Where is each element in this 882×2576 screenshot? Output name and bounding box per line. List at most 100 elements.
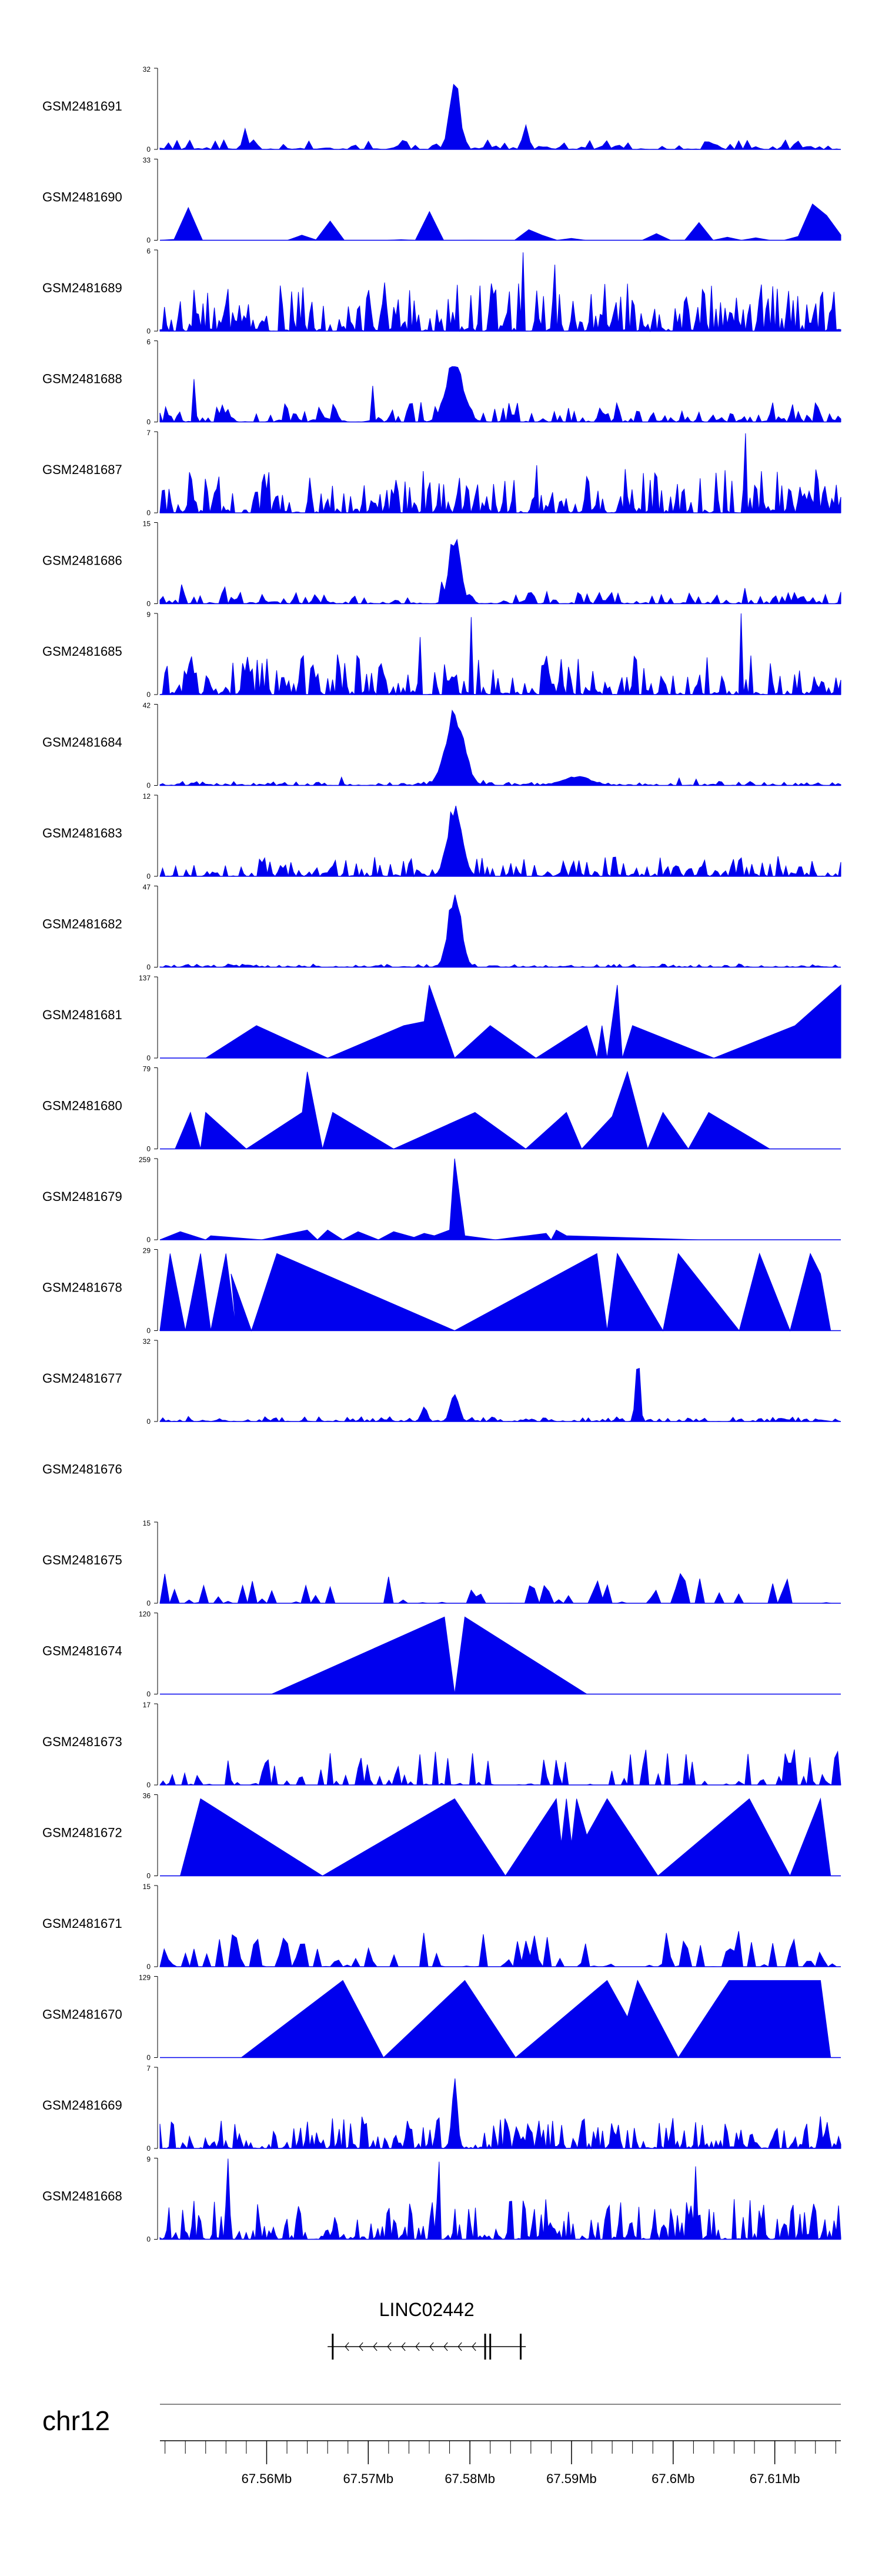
y-min-label: 0: [146, 1145, 151, 1153]
track-GSM2481691: GSM2481691 32 0: [42, 65, 841, 154]
y-max-label: 17: [143, 1701, 151, 1709]
signal-area: [159, 1252, 831, 1332]
y-max-label: 32: [143, 65, 151, 74]
y-max-label: 9: [146, 610, 151, 619]
y-max-label: 6: [146, 247, 151, 255]
track-label: GSM2481673: [42, 1734, 122, 1749]
signal-area: [159, 252, 841, 332]
tick-label: 67.57Mb: [343, 2471, 394, 2486]
y-min-label: 0: [146, 1690, 151, 1699]
y-max-label: 29: [143, 1247, 151, 1255]
track-GSM2481671: GSM2481671 15 0: [42, 1883, 841, 1971]
signal-area: [159, 538, 841, 605]
y-max-label: 15: [143, 520, 151, 528]
y-min-label: 0: [146, 509, 151, 517]
track-GSM2481685: GSM2481685 9 0: [42, 610, 841, 699]
signal-area: [159, 1749, 841, 1786]
signal-area: [159, 1367, 841, 1422]
signal-area: [240, 1980, 831, 2058]
y-max-label: 137: [139, 974, 151, 982]
y-max-label: 15: [143, 1519, 151, 1527]
y-min-label: 0: [146, 872, 151, 880]
track-label: GSM2481682: [42, 917, 122, 932]
signal-area: [159, 805, 841, 877]
track-GSM2481669: GSM2481669 7 0: [42, 2064, 841, 2153]
signal-area: [271, 1616, 588, 1694]
strand-arrow: [457, 2342, 462, 2351]
track-GSM2481689: GSM2481689 6 0: [42, 247, 841, 335]
track-label: GSM2481685: [42, 644, 122, 659]
track-label: GSM2481677: [42, 1371, 122, 1386]
y-min-label: 0: [146, 1236, 151, 1244]
signal-area: [179, 1797, 831, 1877]
y-min-label: 0: [146, 1781, 151, 1789]
track-label: GSM2481670: [42, 2007, 122, 2022]
track-GSM2481687: GSM2481687 7 0: [42, 429, 841, 517]
track-label: GSM2481690: [42, 190, 122, 205]
y-max-label: 9: [146, 2155, 151, 2164]
strand-arrow: [373, 2342, 377, 2351]
signal-area: [175, 1070, 771, 1150]
y-max-label: 47: [143, 883, 151, 892]
track-GSM2481673: GSM2481673 17 0: [42, 1701, 841, 1789]
signal-area: [205, 984, 841, 1059]
y-min-label: 0: [146, 145, 151, 154]
signal-area: [159, 1158, 699, 1240]
signal-area: [159, 203, 841, 241]
strand-arrow: [387, 2342, 392, 2351]
signal-area: [159, 2078, 841, 2150]
signal-area: [159, 613, 841, 696]
signal-area: [159, 1573, 841, 1604]
track-GSM2481675: GSM2481675 15 0: [42, 1519, 841, 1607]
track-label: GSM2481689: [42, 281, 122, 295]
strand-arrow: [443, 2342, 448, 2351]
track-GSM2481668: GSM2481668 9 0: [42, 2155, 841, 2244]
y-min-label: 0: [146, 1599, 151, 1607]
y-min-label: 0: [146, 1963, 151, 1971]
track-GSM2481678: GSM2481678 29 0: [42, 1247, 841, 1335]
signal-area: [159, 895, 841, 968]
strand-arrow: [345, 2342, 349, 2351]
signal-area: [159, 2158, 841, 2241]
y-max-label: 129: [139, 1974, 151, 1982]
strand-arrow: [429, 2342, 434, 2351]
y-max-label: 6: [146, 338, 151, 346]
track-label: GSM2481680: [42, 1099, 122, 1113]
track-label: GSM2481681: [42, 1007, 122, 1022]
signal-area: [159, 366, 841, 423]
track-GSM2481674: GSM2481674 120 0: [42, 1610, 841, 1699]
y-min-label: 0: [146, 1417, 151, 1426]
track-GSM2481684: GSM2481684 42 0: [42, 702, 841, 790]
y-min-label: 0: [146, 418, 151, 426]
y-min-label: 0: [146, 2054, 151, 2062]
track-label: GSM2481674: [42, 1644, 122, 1659]
y-min-label: 0: [146, 963, 151, 972]
strand-arrow: [415, 2342, 420, 2351]
gene-annotation-track: LINC02442: [328, 2299, 526, 2360]
track-label: GSM2481678: [42, 1280, 122, 1295]
strand-arrow: [472, 2342, 476, 2351]
track-GSM2481681: GSM2481681 137 0: [42, 974, 841, 1062]
tick-label: 67.56Mb: [242, 2471, 292, 2486]
y-min-label: 0: [146, 1872, 151, 1880]
y-min-label: 0: [146, 2235, 151, 2244]
strand-arrow: [401, 2342, 406, 2351]
track-label: GSM2481668: [42, 2189, 122, 2204]
y-max-label: 36: [143, 1792, 151, 1800]
y-max-label: 79: [143, 1065, 151, 1073]
track-label: GSM2481687: [42, 462, 122, 477]
signal-area: [159, 1931, 841, 1968]
tick-label: 67.58Mb: [445, 2471, 495, 2486]
signal-tracks: GSM2481691320GSM2481690330GSM248168960GS…: [42, 65, 841, 2244]
track-label: GSM2481675: [42, 1553, 122, 1567]
track-GSM2481686: GSM2481686 15 0: [42, 520, 841, 608]
gene-label: LINC02442: [379, 2299, 475, 2320]
y-min-label: 0: [146, 236, 151, 245]
track-label: GSM2481686: [42, 553, 122, 568]
y-min-label: 0: [146, 2144, 151, 2153]
y-min-label: 0: [146, 690, 151, 699]
track-GSM2481682: GSM2481682 47 0: [42, 883, 841, 972]
chromosome-label: chr12: [42, 2405, 110, 2436]
track-GSM2481690: GSM2481690 33 0: [42, 156, 841, 245]
